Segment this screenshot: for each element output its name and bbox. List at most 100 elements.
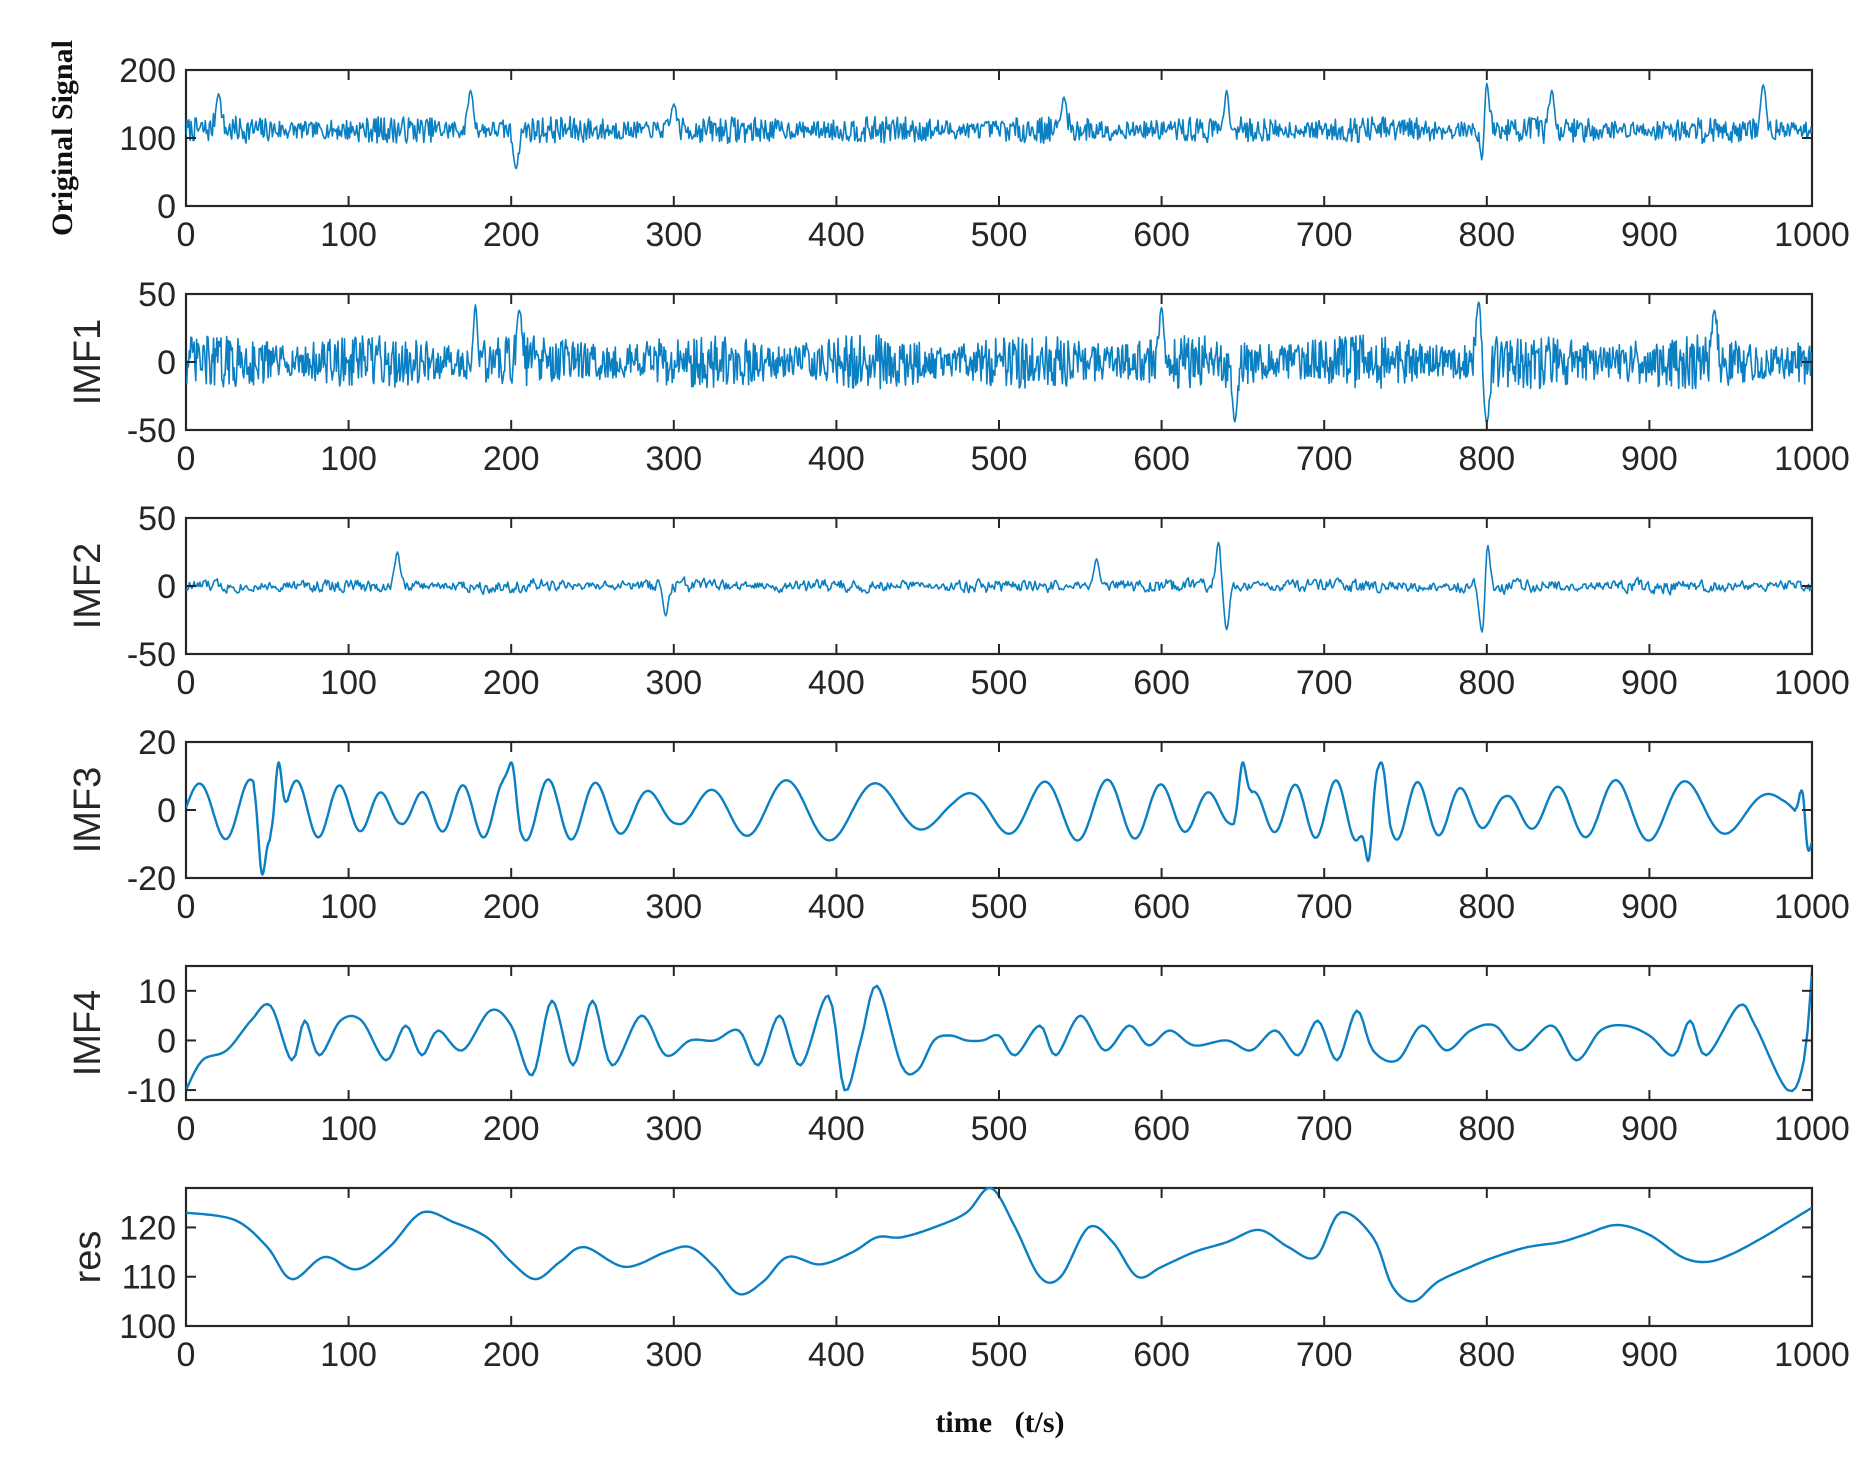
y-axis-label: IMF3 [67,767,109,854]
x-tick-label: 200 [483,664,540,702]
x-tick-label: 200 [483,216,540,254]
plot-area [184,1186,1814,1328]
x-tick-label: 600 [1133,216,1190,254]
x-tick-label: 900 [1621,216,1678,254]
y-axis-label: res [67,1231,109,1284]
x-tick-label: 200 [483,1110,540,1148]
x-tick-label: 900 [1621,1336,1678,1374]
y-tick-label: 0 [157,568,176,606]
x-tick-label: 200 [483,440,540,478]
chart-panel-3: 0 100 200 300 400 500 600 700 800 900 1000-50050IM… [67,500,1850,702]
x-tick-label: 1000 [1774,888,1850,926]
plot-area [184,740,1814,880]
x-tick-label: 500 [971,1110,1028,1148]
x-tick-label: 700 [1296,440,1353,478]
y-tick-label: 110 [122,1259,176,1297]
y-tick-label: 120 [119,1209,176,1247]
x-tick-label: 200 [483,888,540,926]
y-tick-label: 0 [157,1022,176,1060]
x-tick-label: 600 [1133,1110,1190,1148]
x-tick-label: 1000 [1774,216,1850,254]
x-tick-label: 400 [808,664,865,702]
x-tick-label: 0 [177,216,196,254]
y-tick-label: 200 [119,52,176,90]
y-tick-label: -50 [127,636,176,674]
x-tick-label: 100 [320,216,377,254]
x-tick-label: 800 [1458,1110,1515,1148]
x-tick-label: 0 [177,888,196,926]
x-tick-label: 0 [177,664,196,702]
x-tick-label: 500 [971,888,1028,926]
y-tick-label: 0 [157,188,176,226]
x-tick-label: 100 [320,1110,377,1148]
y-tick-label: 0 [157,792,176,830]
x-tick-label: 300 [645,1336,702,1374]
x-tick-label: 600 [1133,888,1190,926]
x-tick-label: 200 [483,1336,540,1374]
y-tick-label: 100 [119,1308,176,1346]
x-tick-label: 400 [808,440,865,478]
y-axis-label: IMF1 [67,319,109,406]
x-tick-label: 300 [645,664,702,702]
x-tick-label: 100 [320,888,377,926]
x-tick-label: 300 [645,888,702,926]
y-tick-label: -10 [127,1072,176,1110]
x-tick-label: 800 [1458,216,1515,254]
chart-panel-6: 0 100 200 300 400 500 600 700 800 900 100010011012… [67,1186,1850,1374]
x-tick-label: 500 [971,440,1028,478]
chart-panel-4: 0 100 200 300 400 500 600 700 800 900 1000-20020IM… [67,724,1850,926]
x-tick-label: 400 [808,888,865,926]
y-tick-label: 20 [138,724,176,762]
y-tick-label: 50 [138,500,176,538]
x-tick-label: 500 [971,216,1028,254]
y-tick-label: 50 [138,276,176,314]
x-tick-label: 800 [1458,664,1515,702]
y-axis-label: Original Signal [46,40,79,236]
x-tick-label: 300 [645,1110,702,1148]
x-tick-label: 1000 [1774,1110,1850,1148]
chart-panel-2: 0 100 200 300 400 500 600 700 800 900 1000-50050IM… [67,276,1850,478]
x-tick-label: 400 [808,216,865,254]
x-tick-label: 0 [177,1336,196,1374]
x-tick-label: 700 [1296,888,1353,926]
chart-panel-1: 0 100 200 300 400 500 600 700 800 900 1000 0 100 200 O… [46,40,1850,254]
y-tick-label: -50 [127,412,176,450]
x-tick-label: 100 [320,664,377,702]
x-tick-label: 700 [1296,1110,1353,1148]
series-line-2 [186,301,1812,424]
series-line-1 [186,82,1812,170]
y-tick-label: 0 [157,344,176,382]
x-tick-label: 100 [320,440,377,478]
x-tick-label: 900 [1621,1110,1678,1148]
x-tick-label: 1000 [1774,1336,1850,1374]
x-tick-label: 800 [1458,1336,1515,1374]
y-tick-label: 10 [138,973,176,1011]
x-tick-label: 800 [1458,888,1515,926]
x-tick-label: 1000 [1774,440,1850,478]
x-tick-label: 0 [177,1110,196,1148]
x-tick-label: 700 [1296,664,1353,702]
x-tick-label: 700 [1296,216,1353,254]
x-tick-label: 800 [1458,440,1515,478]
x-tick-label: 0 [177,440,196,478]
y-tick-label: 100 [119,120,176,158]
x-tick-label: 300 [645,216,702,254]
x-tick-label: 600 [1133,1336,1190,1374]
chart-panel-5: 0 100 200 300 400 500 600 700 800 900 1000-10010IM… [67,964,1850,1148]
series-line-3 [186,541,1812,633]
x-tick-label: 500 [971,1336,1028,1374]
x-tick-label: 400 [808,1110,865,1148]
x-tick-label: 700 [1296,1336,1353,1374]
y-axis-label: IMF2 [67,543,109,630]
x-tick-label: 400 [808,1336,865,1374]
x-axis-label: time (t/s) [935,1406,1064,1439]
series-line-4 [186,761,1812,876]
x-tick-label: 1000 [1774,664,1850,702]
x-tick-label: 500 [971,664,1028,702]
x-tick-label: 300 [645,440,702,478]
x-tick-label: 900 [1621,664,1678,702]
x-tick-label: 100 [320,1336,377,1374]
plot-area [184,68,1814,208]
y-tick-label: -20 [127,860,176,898]
